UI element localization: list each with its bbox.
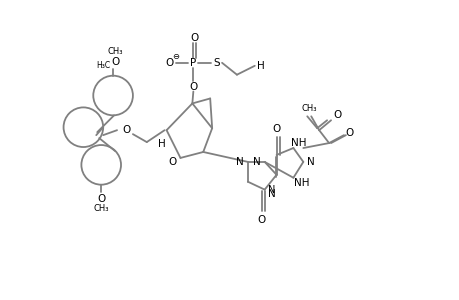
Text: ⊖: ⊖ bbox=[172, 52, 179, 62]
Text: NH: NH bbox=[290, 138, 305, 148]
Text: O: O bbox=[189, 82, 197, 92]
Text: O: O bbox=[123, 125, 131, 135]
Text: P: P bbox=[190, 58, 196, 68]
Text: O: O bbox=[257, 215, 265, 225]
Text: N: N bbox=[267, 184, 274, 195]
Text: O: O bbox=[111, 57, 119, 67]
Text: O: O bbox=[272, 124, 280, 134]
Text: O: O bbox=[190, 33, 198, 43]
Text: CH₃: CH₃ bbox=[301, 104, 316, 113]
Text: H: H bbox=[256, 61, 264, 71]
Text: O: O bbox=[332, 110, 341, 120]
Text: N: N bbox=[235, 157, 243, 167]
Text: N: N bbox=[267, 189, 275, 199]
Text: H₃C: H₃C bbox=[96, 61, 110, 70]
Text: CH₃: CH₃ bbox=[93, 204, 109, 213]
Text: O: O bbox=[345, 128, 353, 138]
Text: O: O bbox=[97, 194, 105, 203]
Text: NH: NH bbox=[293, 178, 308, 188]
Text: S: S bbox=[213, 58, 220, 68]
Text: N: N bbox=[252, 157, 260, 167]
Text: O: O bbox=[165, 58, 174, 68]
Text: H: H bbox=[157, 139, 165, 149]
Text: CH₃: CH₃ bbox=[107, 47, 123, 56]
Text: O: O bbox=[168, 157, 176, 167]
Text: N: N bbox=[307, 157, 314, 167]
